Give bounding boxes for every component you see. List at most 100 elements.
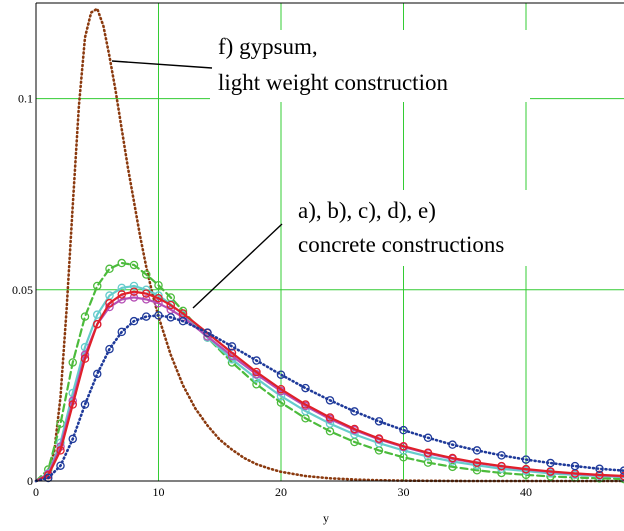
series-point-5	[252, 356, 261, 365]
series-point-5	[546, 458, 555, 468]
series-point-2	[301, 406, 310, 416]
series-point-1	[252, 380, 261, 389]
series-point-1	[129, 260, 139, 270]
x-tick-label: 10	[153, 485, 165, 499]
series-point-3	[117, 295, 127, 304]
series-point-5	[325, 396, 335, 405]
series-point-1	[105, 264, 114, 274]
series-point-4	[448, 453, 457, 463]
series-point-4	[117, 290, 127, 299]
series-point-1	[448, 462, 457, 472]
series-point-1	[117, 258, 127, 268]
series-line-1	[34, 261, 624, 483]
series-point-4	[129, 287, 139, 296]
series-point-4	[619, 471, 624, 481]
annotation-gypsum-background	[210, 30, 530, 102]
series-layer	[34, 7, 624, 484]
series-point-4	[374, 434, 384, 443]
series-point-5	[423, 433, 433, 443]
series-point-4	[472, 458, 482, 467]
series-point-5	[276, 370, 286, 379]
plot-frame	[35, 2, 624, 482]
series-point-5	[166, 313, 175, 322]
series-point-4	[252, 367, 261, 377]
annotation-concrete-line-2: concrete constructions	[298, 232, 504, 257]
series-point-1	[276, 398, 286, 407]
series-point-4	[141, 289, 151, 298]
series-point-4	[276, 384, 286, 394]
series-point-1	[423, 458, 433, 467]
series-point-1	[141, 270, 151, 279]
series-point-5	[56, 461, 65, 470]
series-point-5	[154, 311, 163, 320]
series-point-1	[154, 280, 163, 290]
series-point-5	[227, 342, 237, 351]
series-point-5	[619, 466, 624, 475]
series-point-2	[129, 281, 139, 291]
series-point-4	[423, 448, 433, 457]
tick-labels: 0 10 20 30 40 0 0.05 0.1	[12, 92, 532, 499]
series-point-4	[521, 464, 531, 474]
series-point-5	[141, 312, 151, 321]
series-point-5	[521, 455, 531, 464]
series-point-3	[154, 298, 163, 308]
series-point-2	[93, 310, 102, 319]
series-point-3	[129, 293, 139, 302]
series-point-4	[546, 467, 555, 476]
series-point-5	[203, 328, 212, 337]
y-tick-label: 0	[27, 474, 33, 488]
series-point-4	[399, 441, 408, 451]
series-point-4	[325, 413, 335, 422]
y-tick-label: 0.05	[12, 283, 33, 297]
series-point-4	[166, 300, 175, 310]
x-tick-label: 30	[398, 485, 410, 499]
annotation-gypsum-line-1: f) gypsum,	[218, 34, 318, 59]
series-point-5	[301, 383, 310, 393]
series-point-4	[56, 446, 65, 455]
series-point-3	[141, 295, 151, 304]
series-point-5	[129, 316, 139, 326]
series-point-4	[68, 400, 78, 409]
series-line-3	[34, 296, 624, 483]
series-point-5	[399, 425, 408, 435]
series-point-1	[80, 312, 90, 321]
x-axis-label: y	[323, 511, 329, 525]
series-line-4	[34, 290, 624, 483]
annotation-gypsum-leader	[111, 60, 213, 69]
series-point-5	[44, 473, 53, 483]
series-point-5	[595, 464, 604, 474]
annotation-gypsum-line-2: light weight construction	[218, 70, 448, 95]
series-line-2	[34, 284, 624, 483]
series-point-5	[178, 316, 188, 326]
annotation-concrete-background	[290, 190, 590, 266]
series-point-4	[154, 293, 163, 303]
series-point-5	[570, 461, 580, 471]
series-point-5	[472, 446, 482, 455]
y-tick-label: 0.1	[18, 92, 33, 106]
annotation-concrete-line-1: a), b), c), d), e)	[298, 198, 436, 223]
series-point-5	[374, 417, 384, 426]
series-point-1	[68, 358, 78, 367]
series-point-4	[497, 461, 506, 471]
series-point-5	[105, 344, 114, 354]
series-point-4	[105, 298, 114, 308]
series-point-4	[301, 400, 310, 409]
series-line-5	[34, 314, 624, 483]
series-point-5	[117, 327, 127, 337]
series-point-5	[497, 451, 506, 460]
series-point-4	[595, 470, 604, 480]
series-point-5	[350, 407, 359, 416]
x-tick-label: 0	[33, 485, 39, 499]
series-point-5	[68, 434, 78, 444]
x-tick-label: 20	[275, 485, 287, 499]
series-point-5	[80, 400, 90, 409]
series-point-1	[93, 281, 102, 291]
x-tick-label: 40	[520, 485, 532, 499]
annotation-concrete-leader	[192, 223, 283, 309]
series-point-5	[448, 440, 457, 449]
series-point-5	[93, 369, 102, 379]
series-point-4	[350, 424, 359, 434]
series-point-4	[93, 319, 102, 329]
series-point-4	[227, 348, 237, 358]
